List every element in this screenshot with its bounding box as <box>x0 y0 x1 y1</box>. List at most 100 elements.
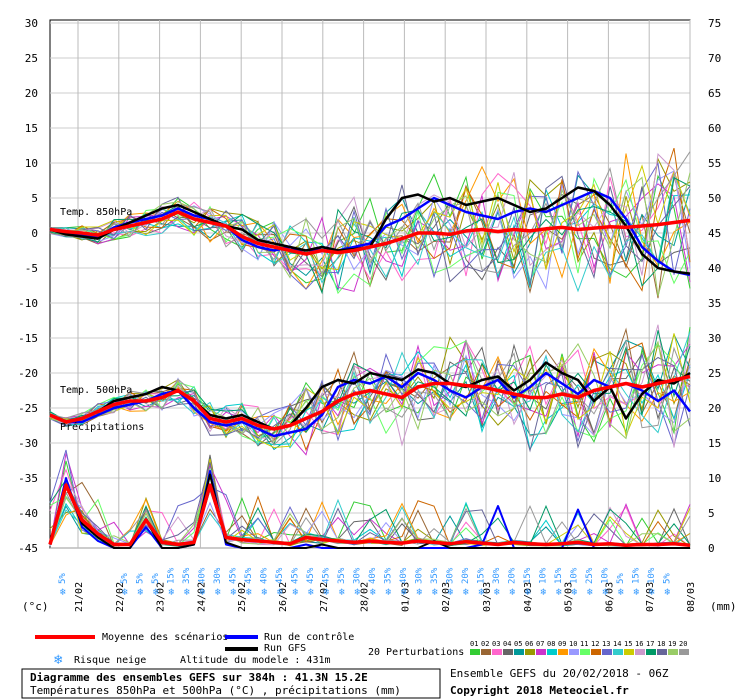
left-tick-label: 30 <box>25 17 38 30</box>
snow-risk-percent: 10% <box>647 567 657 584</box>
left-tick-label: -15 <box>18 332 38 345</box>
x-tick-label: 03/03 <box>482 582 493 612</box>
perturbation-number: 05 <box>514 640 522 648</box>
legend: Moyenne des scénarios Run de contrôle Ru… <box>35 631 689 668</box>
perturbation-500-line <box>49 356 691 453</box>
perturbation-swatch <box>481 649 491 655</box>
snowflake-icon: ❄ <box>448 587 455 598</box>
snow-risk-percent: 45% <box>322 567 332 584</box>
x-tick-label: 27/02 <box>319 582 330 612</box>
right-tick-label: 55 <box>708 157 721 170</box>
perturbation-swatch <box>503 649 513 655</box>
snowflake-icon: ❄ <box>618 587 625 598</box>
perturbation-swatch <box>624 649 634 655</box>
snowflake-icon: ❄ <box>510 587 517 598</box>
snowflake-icon: ❄ <box>525 587 532 598</box>
snowflake-icon: ❄ <box>169 587 176 598</box>
snow-risk-percent: 45% <box>229 567 239 584</box>
snow-risk-percent: 5% <box>120 573 130 584</box>
snow-risk-percent: 40% <box>198 567 208 584</box>
perturbation-number: 11 <box>580 640 588 648</box>
snow-risk-percent: 35% <box>384 567 394 584</box>
perturbation-swatch <box>470 649 480 655</box>
snow-risk-percent: 20% <box>461 567 471 584</box>
left-tick-label: 20 <box>25 87 38 100</box>
perturbation-swatch <box>492 649 502 655</box>
legend-altitude: Altitude du modele : 431m <box>180 655 331 666</box>
snow-risk-percent: 10% <box>539 567 549 584</box>
mean-500-line <box>49 374 691 431</box>
left-tick-label: -45 <box>18 542 38 555</box>
legend-snow-label: Risque neige <box>74 655 146 666</box>
snow-risk-percent: 15% <box>477 567 487 584</box>
left-axis-unit: (°c) <box>22 600 49 613</box>
snow-risk-percent: 30% <box>446 567 456 584</box>
right-tick-label: 20 <box>708 402 721 415</box>
snow-risk-percent: 15% <box>632 567 642 584</box>
perturbation-number: 20 <box>679 640 687 648</box>
right-tick-label: 50 <box>708 192 721 205</box>
perturbation-number: 16 <box>635 640 643 648</box>
perturbation-swatch <box>591 649 601 655</box>
x-tick-label: 28/02 <box>360 582 371 612</box>
snowflake-icon: ❄ <box>634 587 641 598</box>
perturbation-swatch <box>558 649 568 655</box>
mean-850-line <box>49 210 691 256</box>
perturbation-number: 19 <box>668 640 676 648</box>
left-tick-label: 5 <box>31 192 38 205</box>
snowflake-icon: ❄ <box>308 587 315 598</box>
control-500-line <box>49 371 691 438</box>
perturbation-number: 14 <box>613 640 621 648</box>
snow-risk-percent: 30% <box>492 567 502 584</box>
perturbation-swatch <box>525 649 535 655</box>
perturbation-number: 04 <box>503 640 511 648</box>
snowflake-icon: ❄ <box>293 587 300 598</box>
right-tick-label: 75 <box>708 17 721 30</box>
perturbation-850-line <box>49 172 691 297</box>
control-850-line <box>49 189 691 277</box>
perturbation-number: 12 <box>591 640 599 648</box>
perturbation-number: 06 <box>525 640 533 648</box>
snow-risk-percent: 15% <box>167 567 177 584</box>
label-precip: Précipitations <box>60 421 144 433</box>
perturbation-swatch <box>657 649 667 655</box>
x-tick-label: 05/03 <box>564 582 575 612</box>
perturbation-number: 08 <box>547 640 555 648</box>
perturbation-850-line <box>49 151 691 274</box>
snowflake-icon: ❄ <box>54 652 63 668</box>
snowflake-icon: ❄ <box>339 587 346 598</box>
left-tick-label: -10 <box>18 297 38 310</box>
right-tick-label: 65 <box>708 87 721 100</box>
snow-risk-percent: 5% <box>663 573 673 584</box>
snow-risk-percent: 30% <box>415 567 425 584</box>
legend-perturbations-label: 20 Perturbations <box>368 647 464 658</box>
x-tick-label: 06/03 <box>604 582 615 612</box>
snowflake-icon: ❄ <box>587 587 594 598</box>
snowflake-icon: ❄ <box>246 587 253 598</box>
snowflake-icon: ❄ <box>262 587 269 598</box>
snow-risk-percent: 15% <box>523 567 533 584</box>
snow-risk-percent: 35% <box>337 567 347 584</box>
perturbation-swatch <box>536 649 546 655</box>
snowflake-icon: ❄ <box>122 587 129 598</box>
snow-risk-percent: 35% <box>430 567 440 584</box>
main-series-lines <box>48 186 691 549</box>
perturbation-swatch <box>569 649 579 655</box>
snowflake-icon: ❄ <box>215 587 222 598</box>
footer-copyright: Copyright 2018 Meteociel.fr <box>450 684 629 697</box>
left-tick-label: -35 <box>18 472 38 485</box>
perturbation-850-line <box>49 147 691 294</box>
perturbation-850-line <box>49 175 691 286</box>
perturbation-number: 10 <box>569 640 577 648</box>
x-tick-label: 24/02 <box>196 582 207 612</box>
snowflake-icon: ❄ <box>386 587 393 598</box>
x-axis-ticks: 21/02 22/02 23/02 24/02 25/02 26/02 27/02 28/02… <box>74 582 697 612</box>
snow-risk-percent: 20% <box>508 567 518 584</box>
gfs-precip-line <box>49 473 690 549</box>
snowflake-icon: ❄ <box>370 587 377 598</box>
left-tick-label: -25 <box>18 402 38 415</box>
footer-ensemble: Ensemble GEFS du 20/02/2018 - 06Z <box>450 667 669 680</box>
left-tick-label: -30 <box>18 437 38 450</box>
snowflake-icon: ❄ <box>417 587 424 598</box>
